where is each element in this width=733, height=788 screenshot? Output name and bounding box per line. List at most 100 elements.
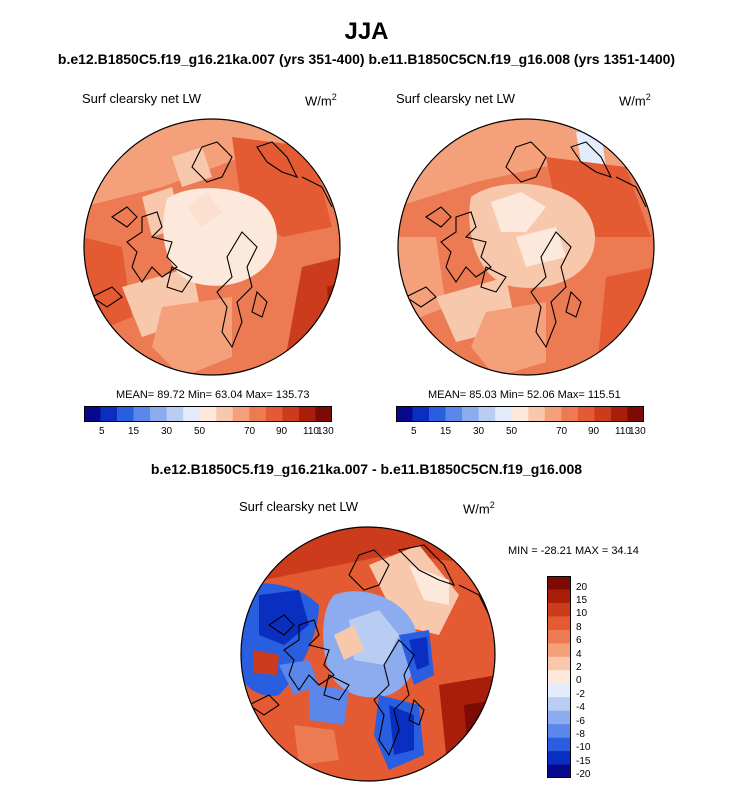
difference-tick: -6 bbox=[576, 716, 585, 727]
figure-subtitle: b.e12.B1850C5.f19_g16.21ka.007 (yrs 351-… bbox=[57, 51, 676, 67]
difference-tick: 0 bbox=[576, 675, 582, 686]
colorbar-swatch bbox=[445, 406, 463, 422]
panel-1-colorbar-ticks: 5 15 30 50 70 90 110 130 bbox=[84, 426, 334, 440]
colorbar-swatch bbox=[547, 670, 571, 685]
colorbar-swatch bbox=[577, 406, 595, 422]
colorbar-swatch bbox=[547, 602, 571, 617]
colorbar-swatch bbox=[100, 406, 118, 422]
colorbar-swatch bbox=[547, 737, 571, 752]
panel-1-unit: W/m2 bbox=[305, 92, 337, 109]
panel-2-tick: 50 bbox=[506, 426, 518, 437]
colorbar-swatch bbox=[547, 724, 571, 738]
colorbar-swatch bbox=[547, 764, 571, 778]
difference-label: Surf clearsky net LW bbox=[239, 499, 358, 514]
panel-2-unit: W/m2 bbox=[619, 92, 651, 109]
colorbar-outline bbox=[396, 406, 644, 422]
panel-1-tick: 90 bbox=[276, 426, 288, 437]
difference-tick: 6 bbox=[576, 635, 582, 646]
panel-1-tick: 110 bbox=[303, 426, 319, 437]
colorbar-swatch bbox=[528, 406, 546, 422]
colorbar-swatch bbox=[547, 656, 571, 671]
difference-tick: -15 bbox=[576, 756, 591, 767]
panel-2-tick: 5 bbox=[411, 426, 417, 437]
panel-1-tick: 50 bbox=[194, 426, 206, 437]
colorbar-swatch bbox=[232, 406, 250, 422]
colorbar-swatch bbox=[561, 406, 579, 422]
difference-tick: 20 bbox=[576, 582, 588, 593]
difference-title: b.e12.B1850C5.f19_g16.21ka.007 - b.e11.B… bbox=[150, 461, 583, 477]
colorbar-swatch bbox=[594, 406, 612, 422]
difference-tick: 15 bbox=[576, 595, 588, 606]
colorbar-swatch bbox=[396, 406, 413, 422]
panel-2-colorbar bbox=[396, 406, 644, 422]
colorbar-swatch bbox=[412, 406, 430, 422]
colorbar-outline bbox=[547, 576, 571, 778]
difference-tick: 4 bbox=[576, 649, 582, 660]
colorbar-swatch bbox=[265, 406, 283, 422]
colorbar-swatch bbox=[249, 406, 267, 422]
colorbar-swatch bbox=[547, 683, 571, 698]
colorbar-swatch bbox=[166, 406, 184, 422]
panel-1-colorbar bbox=[84, 406, 332, 422]
colorbar-swatch bbox=[462, 406, 479, 422]
difference-colorbar-ticks: 20 15 10 8 6 4 2 0 -2 -4 -6 -8 -10 -15 -… bbox=[576, 576, 616, 780]
colorbar-swatch bbox=[547, 697, 571, 711]
panel-2-polar-map bbox=[397, 118, 655, 376]
panel-1-tick: 70 bbox=[244, 426, 256, 437]
difference-tick: 10 bbox=[576, 608, 588, 619]
colorbar-swatch bbox=[117, 406, 134, 422]
panel-2-tick: 130 bbox=[629, 426, 646, 437]
panel-1-tick: 5 bbox=[99, 426, 105, 437]
colorbar-swatch bbox=[183, 406, 201, 422]
colorbar-swatch bbox=[627, 406, 644, 422]
panel-1-stats: MEAN= 89.72 Min= 63.04 Max= 135.73 bbox=[116, 389, 310, 401]
colorbar-swatch bbox=[547, 616, 571, 631]
difference-tick: 8 bbox=[576, 622, 582, 633]
difference-polar-map bbox=[240, 526, 496, 782]
difference-tick: -8 bbox=[576, 729, 585, 740]
colorbar-swatch bbox=[547, 629, 571, 644]
figure-title: JJA bbox=[344, 18, 389, 45]
panel-2-tick: 70 bbox=[556, 426, 568, 437]
difference-tick: -20 bbox=[576, 769, 591, 780]
colorbar-swatch bbox=[298, 406, 316, 422]
difference-tick: -10 bbox=[576, 742, 591, 753]
colorbar-swatch bbox=[199, 406, 217, 422]
colorbar-swatch bbox=[282, 406, 300, 422]
panel-2-tick: 30 bbox=[473, 426, 485, 437]
difference-colorbar bbox=[547, 576, 571, 778]
panel-2-tick: 15 bbox=[440, 426, 452, 437]
colorbar-swatch bbox=[610, 406, 628, 422]
colorbar-swatch bbox=[547, 751, 571, 765]
colorbar-swatch bbox=[429, 406, 446, 422]
colorbar-swatch bbox=[544, 406, 562, 422]
panel-1-label: Surf clearsky net LW bbox=[82, 91, 201, 106]
panel-1-tick: 130 bbox=[317, 426, 334, 437]
colorbar-swatch bbox=[216, 406, 234, 422]
panel-1-tick: 30 bbox=[161, 426, 173, 437]
colorbar-swatch bbox=[547, 643, 571, 658]
colorbar-swatch bbox=[478, 406, 496, 422]
difference-unit: W/m2 bbox=[463, 500, 495, 517]
colorbar-swatch bbox=[547, 710, 571, 725]
colorbar-outline bbox=[84, 406, 332, 422]
colorbar-swatch bbox=[150, 406, 167, 422]
colorbar-swatch bbox=[547, 589, 571, 604]
panel-1-polar-map bbox=[83, 118, 341, 376]
colorbar-swatch bbox=[133, 406, 151, 422]
panel-2-label: Surf clearsky net LW bbox=[396, 91, 515, 106]
panel-2-stats: MEAN= 85.03 Min= 52.06 Max= 115.51 bbox=[428, 389, 621, 401]
panel-2-tick: 110 bbox=[615, 426, 631, 437]
colorbar-swatch bbox=[315, 406, 332, 422]
panel-2-tick: 90 bbox=[588, 426, 600, 437]
difference-tick: -4 bbox=[576, 702, 585, 713]
colorbar-swatch bbox=[511, 406, 529, 422]
colorbar-swatch bbox=[495, 406, 513, 422]
difference-stats: MIN = -28.21 MAX = 34.14 bbox=[508, 545, 639, 557]
colorbar-swatch bbox=[547, 576, 571, 590]
difference-tick: -2 bbox=[576, 689, 585, 700]
panel-1-tick: 15 bbox=[128, 426, 140, 437]
difference-tick: 2 bbox=[576, 662, 582, 673]
panel-2-colorbar-ticks: 5 15 30 50 70 90 110 130 bbox=[396, 426, 646, 440]
colorbar-swatch bbox=[84, 406, 101, 422]
